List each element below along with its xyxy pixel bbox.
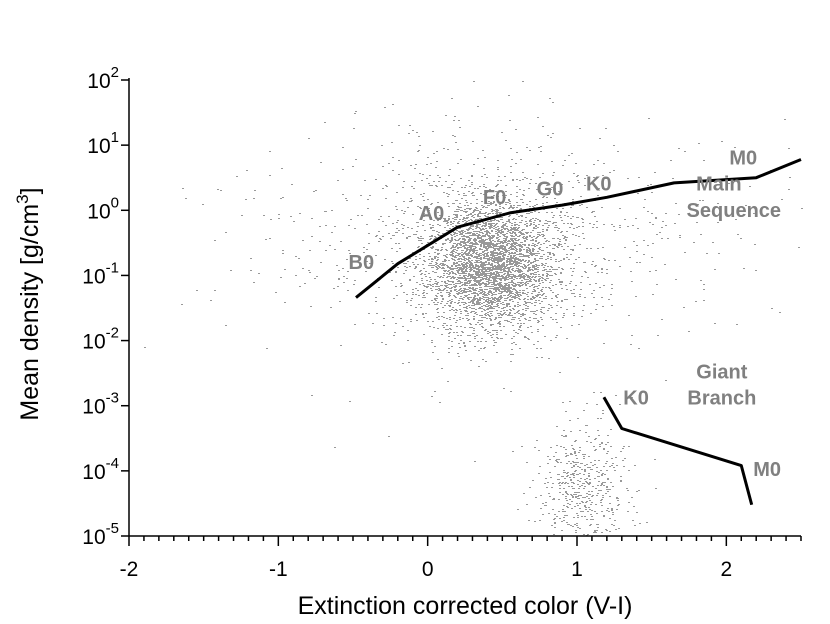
y-tick-label: 101 — [87, 129, 119, 158]
main-sequence-line — [355, 158, 802, 299]
annotation-k0-main: K0 — [586, 174, 612, 196]
annotation-giant-line1: Giant — [696, 361, 747, 383]
annotation-main-line2: Sequence — [687, 200, 781, 222]
x-tick-label: -2 — [120, 558, 139, 581]
annotation-giant-line2: Branch — [687, 387, 756, 409]
y-tick-label: 10-2 — [82, 325, 119, 354]
annotation-main-line1: Main — [696, 174, 742, 196]
axes: -2 -1 0 1 2 102 101 100 10-1 10-2 10-3 10-4 10-5 Exti… — [13, 64, 802, 620]
scatter-points — [144, 81, 803, 536]
annotation-f0: F0 — [483, 187, 506, 209]
annotation-m0-main: M0 — [729, 148, 757, 170]
x-axis-title: Extinction corrected color (V-I) — [298, 592, 633, 620]
annotation-m0-giant: M0 — [753, 459, 781, 481]
star-points — [144, 81, 803, 536]
sequence-lines — [355, 158, 802, 506]
x-tick-label: 1 — [571, 558, 583, 581]
x-tick-label: -1 — [269, 558, 288, 581]
y-axis-title: Mean density [g/cm3] — [13, 187, 44, 420]
annotation-g0: G0 — [537, 178, 564, 200]
x-tick-label: 0 — [422, 558, 434, 581]
y-tick-label: 100 — [87, 194, 119, 223]
annotations: B0 A0 F0 G0 K0 M0 Main Sequence K0 Giant Branch M0 — [349, 148, 782, 481]
giant-branch-line — [602, 396, 754, 506]
y-tick-label: 10-1 — [82, 259, 119, 288]
y-tick-label: 102 — [87, 64, 119, 93]
y-tick-label: 10-5 — [82, 520, 119, 549]
annotation-k0-giant: K0 — [623, 387, 649, 409]
annotation-a0: A0 — [419, 203, 445, 225]
annotation-b0: B0 — [349, 252, 375, 274]
y-tick-label: 10-4 — [82, 455, 119, 484]
x-tick-label: 2 — [720, 558, 732, 581]
y-tick-label: 10-3 — [82, 390, 119, 419]
